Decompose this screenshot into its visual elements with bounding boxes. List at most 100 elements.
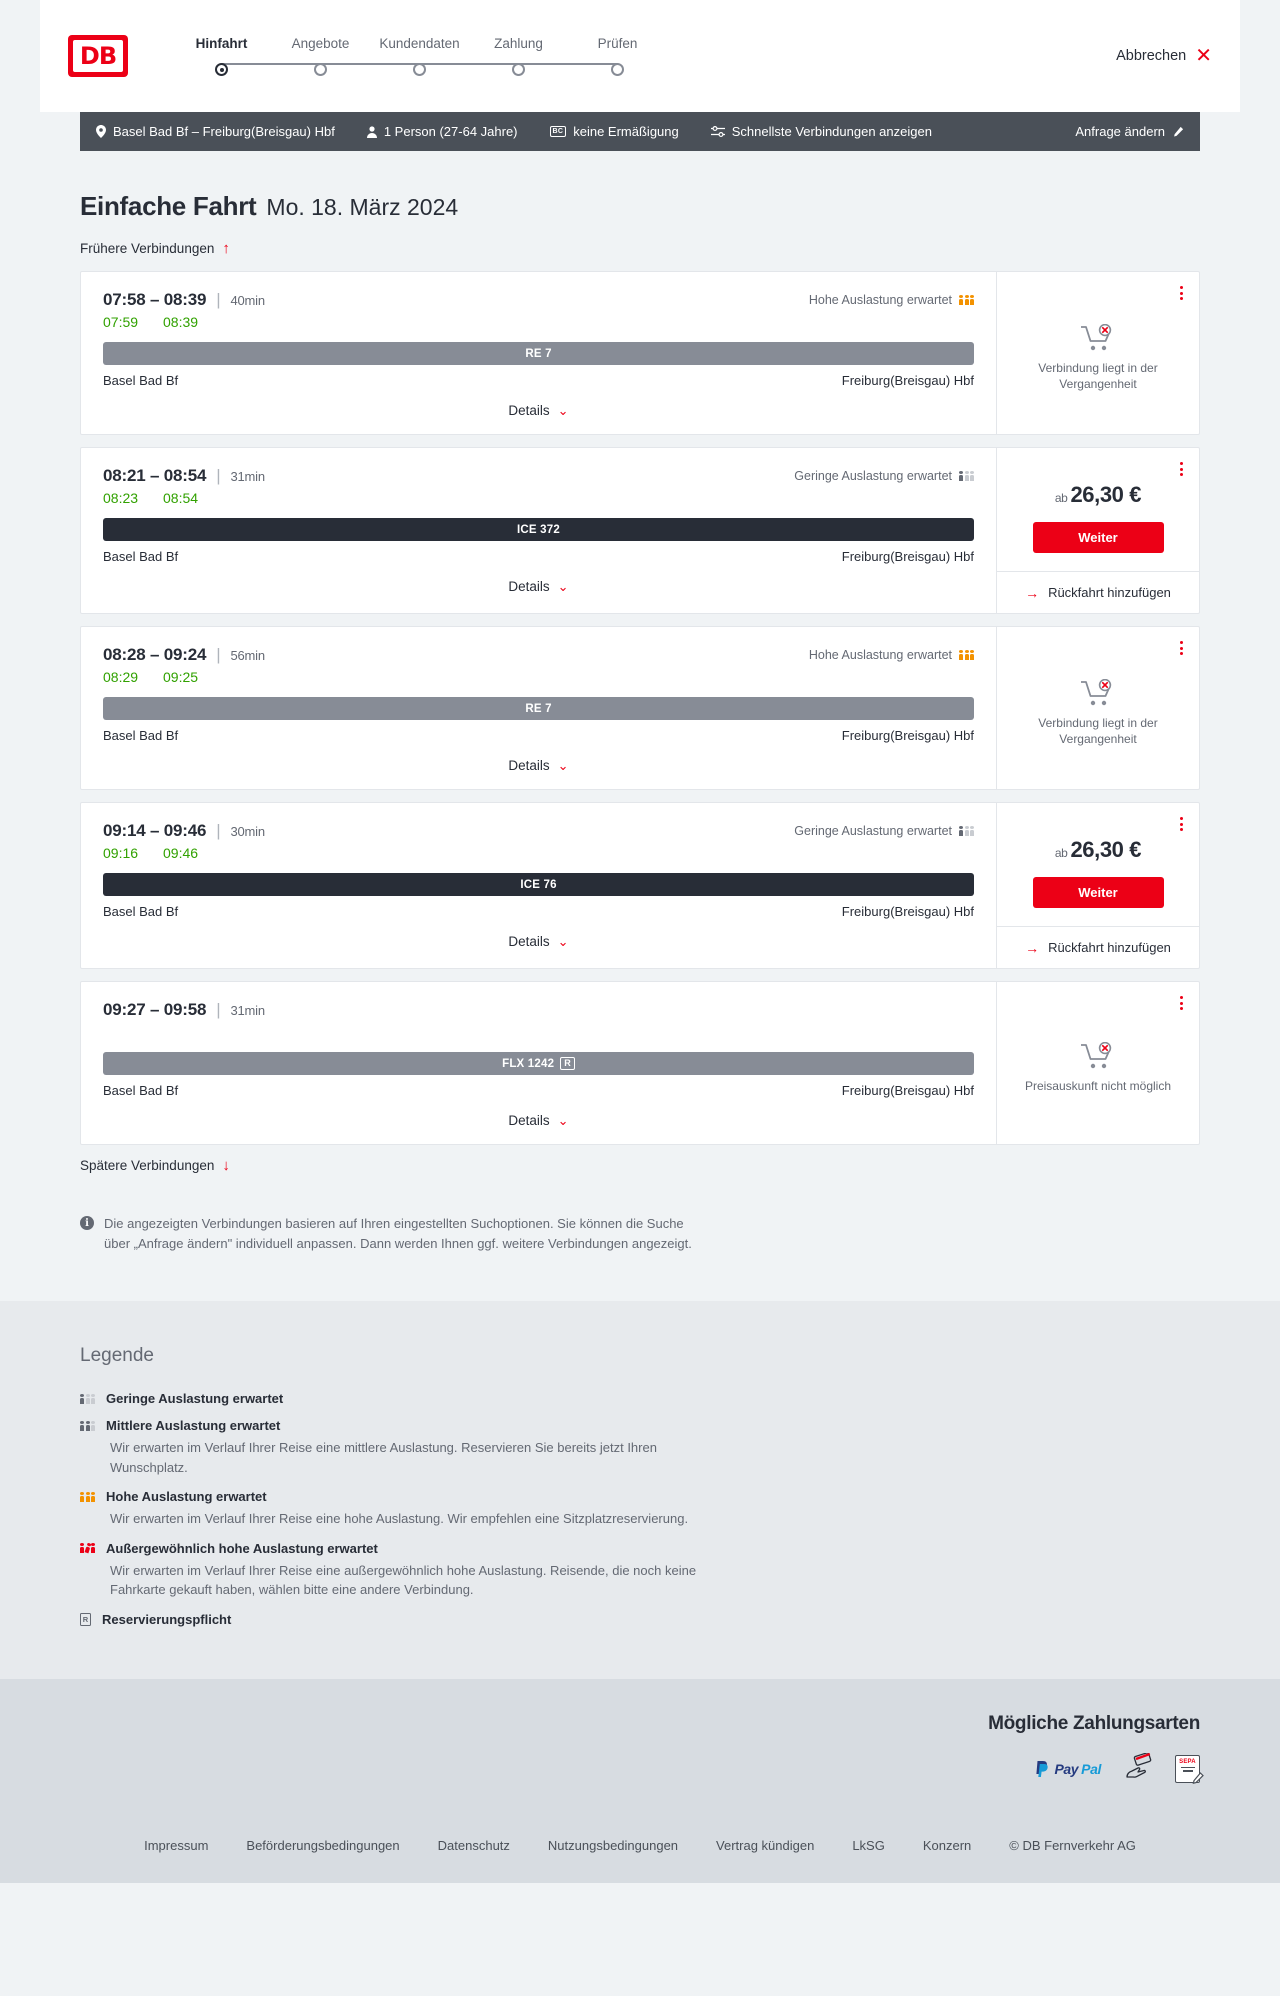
occupancy-label: Geringe Auslastung erwartet (794, 469, 952, 483)
footer-link[interactable]: Beförderungsbedingungen (246, 1837, 400, 1853)
stepper-line (320, 63, 420, 65)
stepper-item-zahlung[interactable]: Zahlung (469, 36, 618, 76)
connection-details: 07:58 – 08:39 | 40min Hohe Auslastung erwa… (81, 272, 996, 434)
more-options-button[interactable] (1178, 815, 1185, 833)
connection-times: 08:21 – 08:54 | 31min (103, 466, 265, 485)
info-icon: i (80, 1216, 94, 1230)
page-title-text: Einfache Fahrt (80, 191, 257, 221)
stepper-item-kundendaten[interactable]: Kundendaten (370, 36, 519, 76)
train-line-bar[interactable]: RE 7 (103, 697, 974, 720)
train-line-bar[interactable]: ICE 76 (103, 873, 974, 896)
details-toggle-button[interactable]: Details ⌄ (508, 1113, 568, 1129)
summary-passengers-label: 1 Person (27-64 Jahre) (383, 124, 518, 139)
details-toggle-button[interactable]: Details ⌄ (508, 579, 568, 595)
occupancy-icon (80, 1420, 95, 1431)
occupancy-label: Hohe Auslastung erwartet (808, 648, 952, 662)
legend-item-label: Hohe Auslastung erwartet (106, 1489, 267, 1504)
arrow-right-icon: → (1025, 584, 1040, 601)
cancel-button[interactable]: Abbrechen ✕ (1116, 46, 1212, 66)
price-block: ab 26,30 € Weiter (997, 448, 1199, 571)
add-return-trip-button[interactable]: → Rückfahrt hinzufügen (997, 926, 1199, 968)
train-line-bar[interactable]: RE 7 (103, 342, 974, 365)
realtime-row: 08:29 09:25 (103, 669, 974, 687)
footer-link[interactable]: Konzern (922, 1837, 972, 1853)
realtime-arrival: 09:46 (163, 845, 199, 861)
station-row: Basel Bad Bf Freiburg(Breisgau) Hbf (103, 904, 974, 919)
earlier-connections-button[interactable]: Frühere Verbindungen ↑ (80, 240, 230, 257)
bahncard-icon: BC (549, 126, 567, 137)
details-toggle-button[interactable]: Details ⌄ (508, 403, 568, 419)
footer-link[interactable]: Vertrag kündigen (716, 1837, 815, 1853)
occupancy-indicator: Geringe Auslastung erwartet (794, 824, 974, 838)
train-line-bar[interactable]: ICE 372 (103, 518, 974, 541)
occupancy-icon (80, 1491, 95, 1502)
add-return-trip-button[interactable]: → Rückfahrt hinzufügen (997, 571, 1199, 613)
footer-link[interactable]: Nutzungsbedingungen (547, 1837, 679, 1853)
summary-passengers[interactable]: 1 Person (27-64 Jahre) (366, 124, 518, 139)
footer-links: Impressum Beförderungsbedingungen Datensch… (80, 1816, 1200, 1883)
connection-card[interactable]: 07:58 – 08:39 | 40min Hohe Auslastung erwa… (80, 271, 1200, 435)
destination-station: Freiburg(Breisgau) Hbf (841, 549, 974, 564)
connection-duration: 31min (230, 469, 265, 484)
arrow-right-icon: → (1025, 939, 1040, 956)
main-content: Einfache Fahrt Mo. 18. März 2024 Frühere… (80, 151, 1200, 1253)
occupancy-icon (959, 471, 974, 481)
add-return-trip-label: Rückfahrt hinzufügen (1048, 940, 1171, 955)
paypal-pay-text: Pay (1054, 1761, 1079, 1777)
legend-item-label: Geringe Auslastung erwartet (106, 1391, 284, 1406)
more-options-button[interactable] (1178, 639, 1185, 657)
details-toggle-button[interactable]: Details ⌄ (508, 758, 568, 774)
summary-sorting[interactable]: Schnellste Verbindungen anzeigen (710, 124, 932, 139)
arrow-up-icon: ↑ (222, 240, 230, 257)
train-name: FLX 1242 (502, 1057, 555, 1070)
summary-route[interactable]: Basel Bad Bf – Freiburg(Breisgau) Hbf (96, 124, 335, 139)
more-options-button[interactable] (1178, 460, 1185, 478)
train-name: ICE 372 (517, 523, 560, 536)
destination-station: Freiburg(Breisgau) Hbf (841, 728, 974, 743)
stepper-item-hinfahrt[interactable]: Hinfahrt (172, 36, 321, 76)
footer-link[interactable]: LkSG (852, 1837, 885, 1853)
chevron-down-icon: ⌄ (557, 933, 569, 949)
pencil-edit-icon (1172, 126, 1184, 138)
connection-actions: Verbindung liegt in der Vergangenheit (996, 627, 1199, 789)
connection-details: 09:14 – 09:46 | 30min Geringe Auslastung e… (81, 803, 996, 968)
unavailable-block: Preisauskunft nicht möglich (997, 982, 1199, 1144)
app-header: DB Hinfahrt Angebote Kundendaten Zahlung… (40, 0, 1240, 112)
summary-sorting-label: Schnellste Verbindungen anzeigen (731, 124, 932, 139)
realtime-row: 09:16 09:46 (103, 845, 974, 863)
legend-item: Mittlere Auslastung erwartet Wir erwarte… (80, 1418, 1200, 1477)
add-return-trip-label: Rückfahrt hinzufügen (1048, 585, 1171, 600)
details-label: Details (508, 758, 550, 773)
summary-discount[interactable]: BC keine Ermäßigung (549, 124, 679, 139)
connection-card[interactable]: 09:27 – 09:58 | 31min FLX 1242 R Basel Bad … (80, 981, 1200, 1145)
stepper-line (419, 63, 519, 65)
occupancy-label: Geringe Auslastung erwartet (794, 824, 952, 838)
more-options-button[interactable] (1178, 284, 1185, 302)
continue-button[interactable]: Weiter (1032, 877, 1164, 908)
details-toggle-button[interactable]: Details ⌄ (508, 934, 568, 950)
change-request-button[interactable]: Anfrage ändern (1075, 124, 1184, 139)
stepper-dot (215, 63, 228, 76)
footer-link[interactable]: Impressum (144, 1837, 209, 1853)
db-logo[interactable]: DB (68, 35, 128, 77)
legend-title: Legende (80, 1345, 154, 1366)
continue-button[interactable]: Weiter (1032, 522, 1164, 553)
origin-station: Basel Bad Bf (103, 549, 179, 564)
filter-sliders-icon (710, 126, 725, 137)
paypal-icon: Pay Pal (1035, 1761, 1101, 1777)
stepper-item-angebote[interactable]: Angebote (271, 36, 420, 76)
destination-station: Freiburg(Breisgau) Hbf (841, 904, 974, 919)
connection-card[interactable]: 09:14 – 09:46 | 30min Geringe Auslastung e… (80, 802, 1200, 969)
connection-card[interactable]: 08:28 – 09:24 | 56min Hohe Auslastung erwa… (80, 626, 1200, 790)
more-options-button[interactable] (1178, 994, 1185, 1012)
train-line-bar[interactable]: FLX 1242 R (103, 1052, 974, 1075)
occupancy-icon (959, 826, 974, 836)
train-name: RE 7 (525, 347, 552, 360)
connection-duration: 40min (230, 293, 265, 308)
origin-station: Basel Bad Bf (103, 1083, 179, 1098)
later-connections-button[interactable]: Spätere Verbindungen ↓ (80, 1157, 230, 1174)
connection-card[interactable]: 08:21 – 08:54 | 31min Geringe Auslastung e… (80, 447, 1200, 614)
stepper-item-prüfen[interactable]: Prüfen (568, 36, 667, 76)
train-name: ICE 76 (520, 878, 557, 891)
footer-link[interactable]: Datenschutz (437, 1837, 510, 1853)
